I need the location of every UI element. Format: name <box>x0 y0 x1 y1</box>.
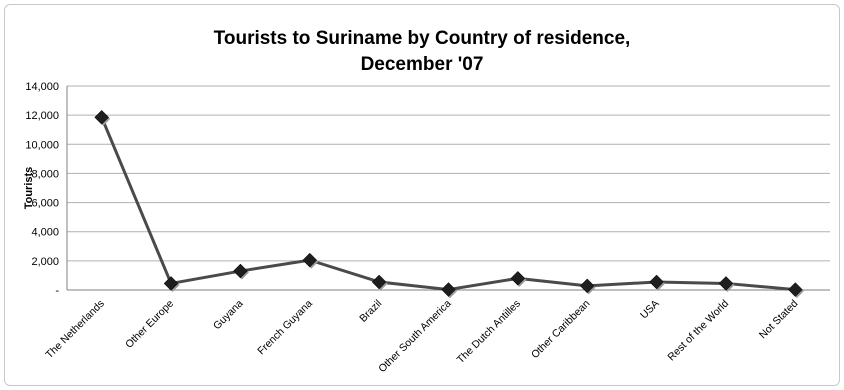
x-tick-label: Not Stated <box>757 298 801 342</box>
x-tick-label: The Netherlands <box>43 298 106 361</box>
y-tick-label: 8,000 <box>31 168 59 180</box>
series-line <box>100 116 796 292</box>
y-tick-label: 14,000 <box>25 81 59 93</box>
y-tick-label: 4,000 <box>31 227 59 239</box>
x-tick-label: French Guyana <box>255 298 315 358</box>
x-tick-label: Other Caribbean <box>529 298 592 361</box>
data-point <box>302 252 318 268</box>
y-tick-label: 10,000 <box>25 139 59 151</box>
data-point <box>718 276 734 291</box>
chart-title-line-2: December '07 <box>360 54 484 75</box>
x-tick-label: Other Europe <box>123 298 176 351</box>
x-tick-label: Brazil <box>357 298 384 325</box>
data-point <box>649 274 664 290</box>
y-tick-label: - <box>55 285 59 297</box>
data-point <box>163 276 179 291</box>
data-point <box>579 278 595 294</box>
data-point <box>233 263 248 279</box>
data-point <box>441 282 456 297</box>
x-tick-label: Guyana <box>211 298 246 333</box>
y-tick-label: 12,000 <box>25 110 59 122</box>
x-tick-label: USA <box>638 298 662 322</box>
data-point <box>371 274 387 290</box>
y-axis-title: Tourists <box>23 167 35 210</box>
x-tick-label: Other South America <box>376 298 454 376</box>
y-tick-label: 6,000 <box>31 198 59 210</box>
chart-frame <box>4 4 840 386</box>
chart-title-line-1: Tourists to Suriname by Country of resid… <box>213 28 631 49</box>
data-point <box>94 109 110 125</box>
x-tick-label: The Dutch Antilles <box>455 298 523 366</box>
x-tick-label: Rest of the World <box>665 298 731 364</box>
data-point <box>787 282 803 297</box>
y-tick-label: 2,000 <box>31 256 59 268</box>
data-point <box>510 270 526 286</box>
